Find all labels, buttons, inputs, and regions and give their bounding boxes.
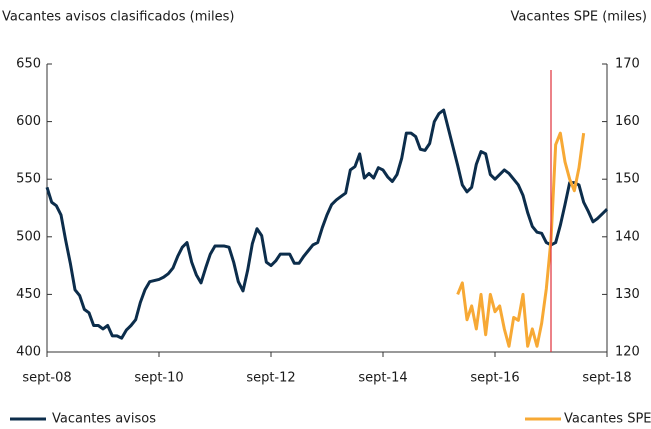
y-tick-label: 450	[16, 287, 41, 302]
x-tick-label: sept-18	[582, 371, 631, 386]
x-tick-label: sept-16	[470, 371, 519, 386]
series-line	[456, 131, 586, 348]
y-tick-label: 650	[16, 57, 41, 72]
y2-tick-label: 130	[615, 287, 640, 302]
y-tick-label: 600	[16, 114, 41, 129]
x-tick-label: sept-14	[358, 371, 407, 386]
x-tick-label: sept-12	[246, 371, 295, 386]
legend-label: Vacantes SPE	[564, 412, 651, 426]
y2-tick-label: 120	[615, 345, 640, 360]
x-tick-label: sept-08	[22, 371, 71, 386]
y2-tick-label: 140	[615, 229, 640, 244]
y2-tick-label: 150	[615, 172, 640, 187]
legend-label: Vacantes avisos	[52, 412, 156, 426]
y-axis-title: Vacantes avisos clasificados (miles)	[2, 10, 234, 25]
y-tick-label: 550	[16, 172, 41, 187]
y-tick-label: 500	[16, 229, 41, 244]
y-tick-label: 400	[16, 345, 41, 360]
y2-tick-label: 170	[615, 57, 640, 72]
y2-tick-label: 160	[615, 114, 640, 129]
series-line	[45, 108, 609, 340]
y2-axis-title: Vacantes SPE (miles)	[511, 10, 647, 25]
x-tick-label: sept-10	[134, 371, 183, 386]
